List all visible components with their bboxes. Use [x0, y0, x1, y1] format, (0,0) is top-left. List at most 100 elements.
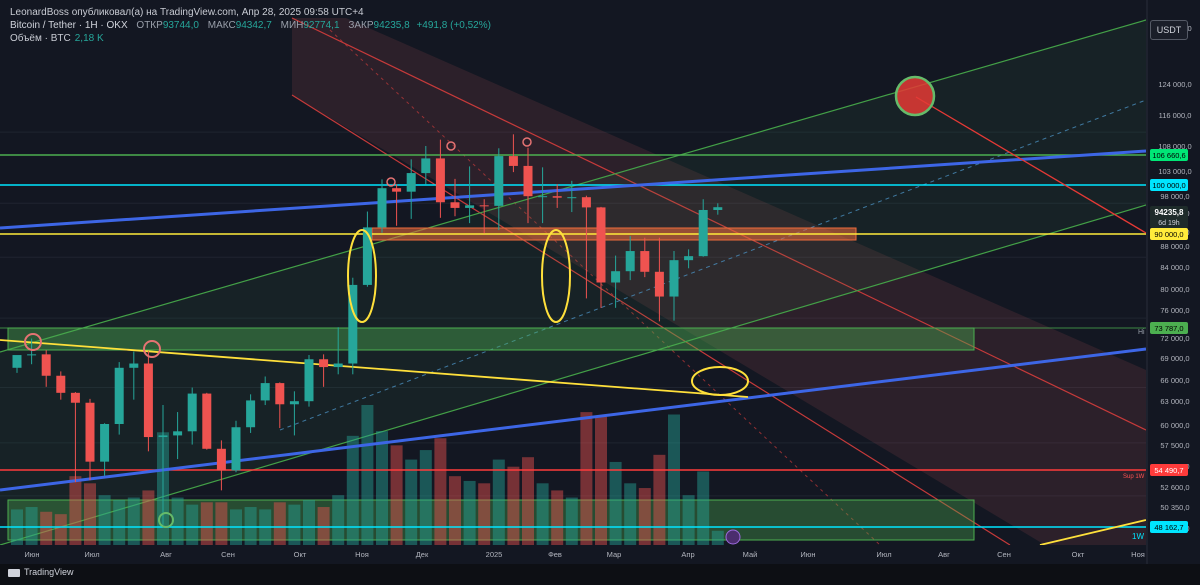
time-tick-label: Окт — [294, 550, 307, 559]
volume-bar — [361, 405, 374, 545]
volume-bar — [288, 504, 301, 545]
volume-bar — [668, 414, 680, 545]
tradingview-logo[interactable]: TradingView — [8, 567, 74, 577]
candle — [85, 402, 95, 462]
candle — [684, 256, 694, 261]
annotation-sup: Sup 1W — [1123, 474, 1145, 480]
ascending-lower-line — [0, 204, 1146, 545]
candle — [450, 202, 460, 208]
volume-bar — [434, 438, 447, 545]
time-tick-label: Апр — [681, 550, 694, 559]
price-tick-label: 52 600,0 — [1160, 483, 1189, 492]
candle — [216, 448, 226, 471]
volume-bar — [522, 457, 534, 545]
price-tick-label: 76 000,0 — [1160, 306, 1189, 315]
volume-bars — [11, 405, 724, 545]
support-zone-50k — [7, 499, 975, 541]
candle — [12, 355, 22, 368]
currency-button[interactable]: USDT — [1150, 20, 1188, 40]
price-tick-label: 124 000,0 — [1158, 80, 1191, 89]
annotation-hi: Hi — [1138, 329, 1145, 336]
highlight-ellipse — [541, 229, 571, 323]
volume-bar — [332, 495, 345, 545]
high-label: МАКС — [207, 20, 236, 31]
volume-bar — [449, 476, 461, 545]
volume-bar — [303, 499, 315, 545]
candle — [406, 173, 416, 192]
candle — [173, 431, 183, 436]
pivot-marker — [446, 141, 456, 151]
time-tick-label: Авг — [160, 550, 172, 559]
pivot-marker — [522, 137, 532, 147]
candle — [611, 271, 621, 283]
price-tick-label: 66 000,0 — [1160, 376, 1189, 385]
candle — [202, 393, 212, 449]
candle — [465, 205, 475, 208]
candle — [129, 363, 139, 368]
candle — [625, 251, 635, 272]
price-tick-label: 108 000,0 — [1158, 142, 1191, 151]
level-tag — [1150, 322, 1188, 334]
low-value: 92774,1 — [303, 20, 340, 31]
time-tick-label: Мар — [607, 550, 622, 559]
candle — [114, 367, 124, 425]
plot-background — [0, 0, 1146, 545]
volume-bar — [273, 502, 286, 545]
grid — [0, 131, 1146, 497]
volume-bar — [624, 483, 637, 545]
annotation-1w: 1W — [1132, 532, 1144, 541]
level-tag-text: 48 162,7 — [1154, 523, 1183, 532]
volume-bar — [98, 495, 111, 545]
pivot-marker — [143, 340, 161, 358]
current-price-tag — [1150, 206, 1188, 228]
candle — [70, 392, 80, 403]
tradingview-logo-icon — [8, 568, 20, 577]
open-value: 93744,0 — [162, 20, 199, 31]
level-tag — [1150, 228, 1188, 240]
candle — [143, 363, 153, 438]
time-tick-label: Сен — [997, 550, 1011, 559]
time-tick-label: Июл — [876, 550, 891, 559]
candle — [538, 196, 548, 198]
ohlc-legend: Bitcoin / Tether · 1Н · OKX ОТКР93744,0 … — [10, 19, 491, 32]
level-tag — [1150, 149, 1188, 161]
volume-bar — [171, 497, 184, 545]
price-tick-label: 72 000,0 — [1160, 334, 1189, 343]
volume-bar — [84, 483, 96, 545]
price-tick-label: 88 000,0 — [1160, 242, 1189, 251]
candle — [304, 359, 314, 402]
candle — [100, 424, 110, 462]
candle — [362, 227, 372, 285]
level-tag — [1150, 521, 1188, 533]
time-tick-label: Июл — [84, 550, 99, 559]
price-tick-label: 57 500,0 — [1160, 441, 1189, 450]
flash-icon[interactable] — [725, 529, 741, 545]
volume-bar — [595, 416, 607, 545]
candle — [698, 209, 708, 257]
volume-bar — [551, 490, 564, 545]
candle — [552, 196, 562, 198]
volume-bar — [419, 450, 432, 545]
close-label: ЗАКР — [348, 20, 374, 31]
volume-bar — [711, 530, 724, 545]
volume-bar — [507, 466, 520, 545]
candle — [596, 207, 606, 283]
symbol-title[interactable]: Bitcoin / Tether · 1Н · OKX — [10, 20, 128, 31]
time-tick-label: Окт — [1072, 550, 1085, 559]
level-tag-text: 106 660,6 — [1152, 151, 1185, 160]
volume-bar — [127, 497, 140, 545]
candle — [348, 284, 358, 364]
time-tick-label: Сен — [221, 550, 235, 559]
ascending-channel — [0, 20, 1146, 545]
volume-bar — [376, 431, 388, 545]
time-axis[interactable]: Июн Июл Авг Сен Окт Ноя Дек 2025 Фев Мар Апр Май Июн… — [0, 545, 1146, 564]
price-tick-label: 103 000,0 — [1158, 167, 1191, 176]
time-tick-label: Фев — [548, 550, 562, 559]
candle — [479, 205, 489, 207]
projection-line — [915, 96, 1146, 234]
candle — [392, 188, 402, 192]
level-tag-text: 90 000,0 — [1154, 230, 1183, 239]
price-tick-label: 63 000,0 — [1160, 397, 1189, 406]
